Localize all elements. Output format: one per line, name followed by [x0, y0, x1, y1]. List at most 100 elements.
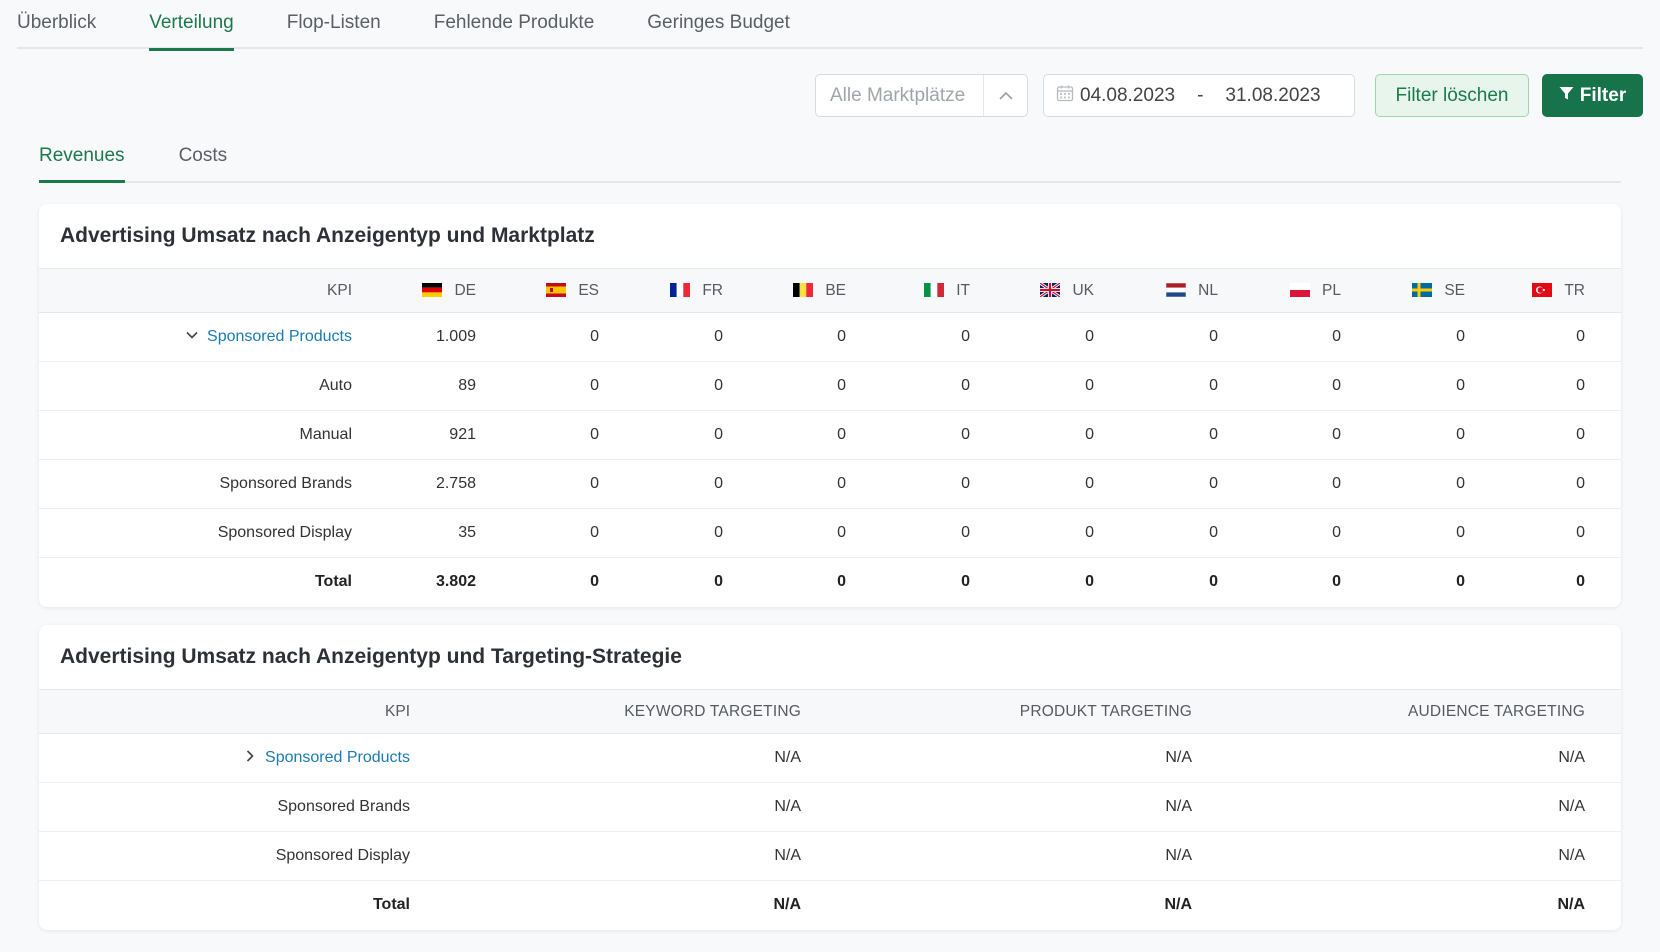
market-header-es[interactable]: ES	[512, 269, 635, 313]
value-cell: 0	[1209, 328, 1218, 345]
value-cell: 0	[1085, 524, 1094, 541]
value-cell: 0	[1332, 328, 1341, 345]
chevron-right-icon[interactable]	[243, 749, 257, 763]
audience-targeting-header: AUDIENCE TARGETING	[1408, 702, 1585, 720]
date-to[interactable]: 31.08.2023	[1225, 84, 1321, 106]
netherlands-flag-icon	[1166, 282, 1187, 297]
kpi-link-sponsored-products[interactable]: Sponsored Products	[207, 328, 352, 345]
belgium-flag-icon	[793, 282, 814, 297]
france-flag-icon	[670, 282, 691, 297]
market-header-nl[interactable]: NL	[1130, 269, 1254, 313]
market-header-pl[interactable]: PL	[1254, 269, 1377, 313]
tab-geringes-budget[interactable]: Geringes Budget	[647, 12, 790, 33]
market-header-se[interactable]: SE	[1377, 269, 1501, 313]
value-cell: 0	[1209, 475, 1218, 492]
value-cell: 0	[1456, 573, 1465, 591]
value-cell: 0	[1456, 426, 1465, 443]
market-header-uk[interactable]: UK	[1006, 269, 1130, 313]
total-row: Total 3.802 0 0 0 0 0 0 0 0 0	[39, 558, 1621, 607]
sweden-flag-icon	[1412, 282, 1433, 297]
table-row: Sponsored Display N/A N/A N/A	[39, 832, 1621, 881]
value-cell: 0	[590, 328, 599, 345]
market-header-it[interactable]: IT	[882, 269, 1006, 313]
value-cell: 0	[961, 524, 970, 541]
main-tabs: Überblick Verteilung Flop-Listen Fehlend…	[17, 0, 1643, 51]
uk-flag-icon	[1040, 282, 1061, 297]
value-cell: 0	[714, 377, 723, 394]
value-cell: 0	[590, 524, 599, 541]
chevron-down-icon[interactable]	[185, 328, 199, 342]
table-row: Sponsored Brands N/A N/A N/A	[39, 783, 1621, 832]
tab-flop-listen[interactable]: Flop-Listen	[286, 12, 381, 33]
value-cell: N/A	[1558, 798, 1585, 815]
germany-flag-icon	[422, 282, 443, 297]
value-cell: 0	[590, 377, 599, 394]
kpi-cell: Sponsored Display	[275, 847, 410, 864]
value-cell: 0	[1085, 573, 1094, 591]
table-row: Sponsored Display 35 0 0 0 0 0 0 0 0 0	[39, 509, 1621, 558]
turkey-flag-icon	[1532, 282, 1553, 297]
tab-ueberblick[interactable]: Überblick	[17, 12, 97, 33]
value-cell: 0	[837, 524, 846, 541]
table-header-row: KPI KEYWORD TARGETING PRODUKT TARGETING …	[39, 689, 1621, 734]
value-cell: 0	[590, 573, 599, 591]
value-cell: 0	[837, 475, 846, 492]
value-cell: 0	[1209, 377, 1218, 394]
value-cell: 0	[837, 377, 846, 394]
kpi-cell: Total	[314, 573, 352, 591]
value-cell: 0	[1576, 573, 1585, 591]
value-cell: 0	[714, 328, 723, 345]
table-row: Sponsored Products N/A N/A N/A	[39, 734, 1621, 783]
table-header-row: KPI DE ES FR BE IT UK NL PL SE TR	[39, 268, 1621, 313]
value-cell: N/A	[1558, 749, 1585, 766]
italy-flag-icon	[924, 282, 945, 297]
value-cell: 0	[1576, 328, 1585, 345]
value-cell: 0	[1332, 475, 1341, 492]
poland-flag-icon	[1290, 282, 1311, 297]
keyword-targeting-header: KEYWORD TARGETING	[624, 702, 801, 720]
market-header-fr[interactable]: FR	[635, 269, 759, 313]
value-cell: 0	[1332, 426, 1341, 443]
value-cell: 0	[837, 573, 846, 591]
value-cell: 0	[714, 475, 723, 492]
value-cell: 0	[1456, 377, 1465, 394]
value-cell: 1.009	[435, 328, 476, 345]
card-title: Advertising Umsatz nach Anzeigentyp und …	[60, 224, 595, 247]
funnel-icon	[1559, 85, 1574, 107]
date-range-picker[interactable]: 04.08.2023 - 31.08.2023	[1043, 74, 1355, 117]
kpi-header: KPI	[385, 702, 410, 720]
marketplace-select-placeholder: Alle Marktplätze	[830, 84, 966, 106]
value-cell: N/A	[1165, 847, 1192, 864]
value-cell: 3.802	[435, 573, 476, 591]
value-cell: 0	[961, 475, 970, 492]
date-separator: -	[1197, 84, 1204, 106]
kpi-cell: Manual	[299, 426, 352, 443]
targeting-revenue-table: KPI KEYWORD TARGETING PRODUKT TARGETING …	[39, 689, 1621, 930]
value-cell: 0	[1456, 524, 1465, 541]
filter-button[interactable]: Filter	[1542, 74, 1643, 117]
spain-flag-icon	[546, 282, 567, 297]
market-header-be[interactable]: BE	[759, 269, 882, 313]
tab-revenues[interactable]: Revenues	[39, 138, 125, 183]
value-cell: 0	[1332, 573, 1341, 591]
value-cell: 0	[1576, 475, 1585, 492]
kpi-cell[interactable]: Sponsored Products	[39, 734, 446, 783]
product-targeting-header: PRODUKT TARGETING	[1019, 702, 1192, 720]
value-cell: 0	[1576, 426, 1585, 443]
sub-tabs: Revenues Costs	[39, 138, 1621, 183]
kpi-cell[interactable]: Sponsored Products	[39, 313, 388, 362]
tab-costs[interactable]: Costs	[178, 145, 228, 166]
value-cell: N/A	[774, 749, 801, 766]
market-header-tr[interactable]: TR	[1501, 269, 1621, 313]
chevron-up-icon[interactable]	[983, 75, 1027, 116]
kpi-link-sponsored-products[interactable]: Sponsored Products	[265, 749, 410, 766]
value-cell: 0	[961, 426, 970, 443]
date-from[interactable]: 04.08.2023	[1080, 84, 1176, 106]
market-header-de[interactable]: DE	[388, 269, 512, 313]
value-cell: 0	[1576, 524, 1585, 541]
value-cell: 89	[458, 377, 476, 394]
marketplace-select[interactable]: Alle Marktplätze	[815, 74, 1028, 117]
clear-filter-button[interactable]: Filter löschen	[1375, 74, 1529, 117]
tab-verteilung[interactable]: Verteilung	[149, 0, 234, 51]
tab-fehlende-produkte[interactable]: Fehlende Produkte	[433, 12, 595, 33]
